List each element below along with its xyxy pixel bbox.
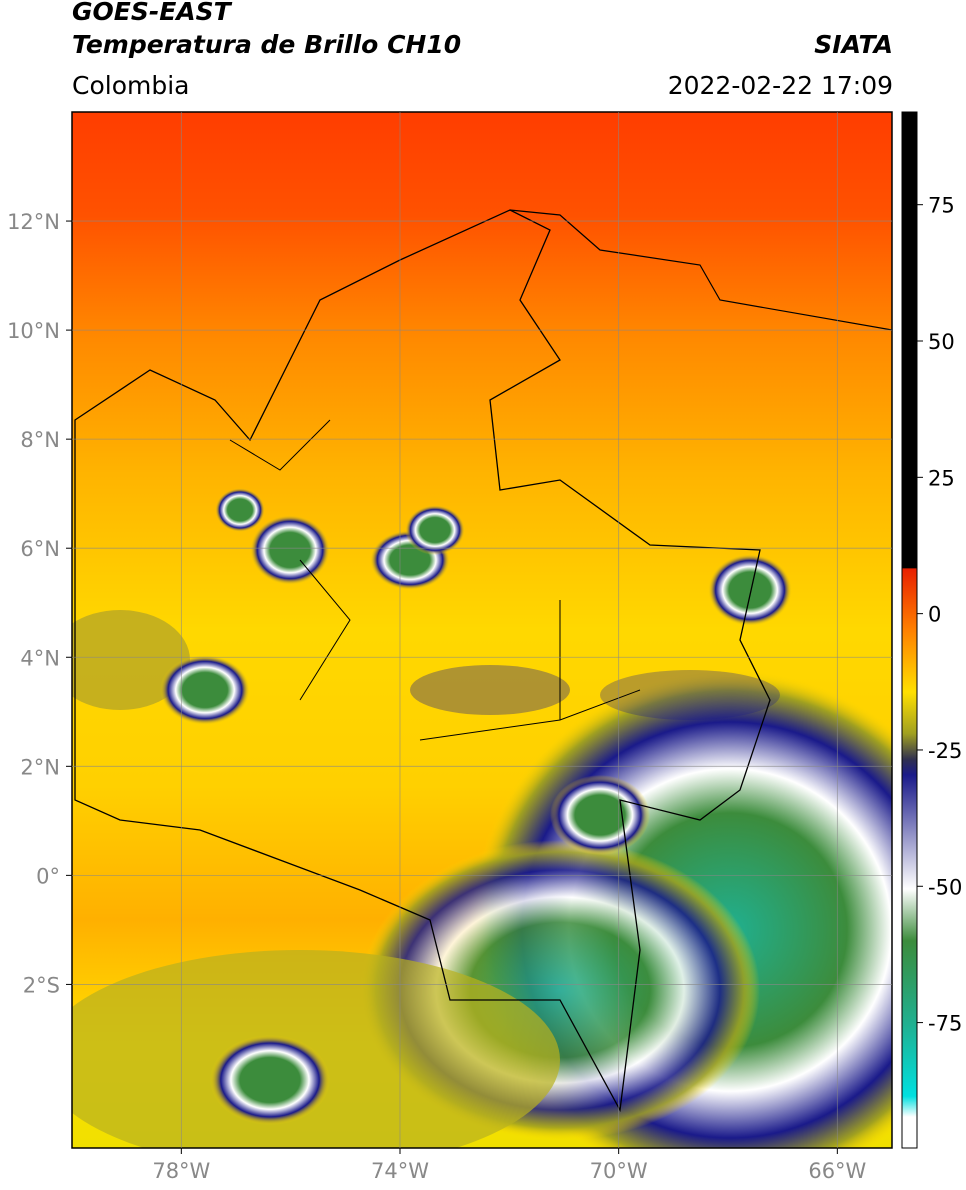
colorbar [901, 111, 918, 1149]
x-tick-label: 78°W [152, 1159, 210, 1183]
subtitle: Temperatura de Brillo CH10 [72, 30, 462, 59]
colorbar-tick-label: 75 [928, 194, 955, 218]
y-tick-label: 10°N [7, 319, 60, 343]
y-tick-label: 2°S [23, 973, 60, 997]
y-tick-label: 0° [36, 864, 60, 888]
y-tick-label: 4°N [20, 646, 60, 670]
colorbar-tick-label: -50 [928, 875, 962, 899]
satellite-imagery [72, 112, 892, 1148]
timestamp: 2022-02-22 17:09 [667, 71, 893, 100]
x-tick-label: 74°W [371, 1159, 429, 1183]
region: Colombia [72, 71, 190, 100]
y-tick-label: 12°N [7, 210, 60, 234]
colorbar-tick-label: -75 [928, 1012, 962, 1036]
map-frame [71, 111, 893, 1149]
title: GOES-EAST [72, 0, 231, 26]
y-tick-label: 8°N [20, 428, 60, 452]
y-tick-label: 6°N [20, 537, 60, 561]
x-tick-label: 70°W [590, 1159, 648, 1183]
source: SIATA [814, 30, 893, 59]
colorbar-tick-label: 0 [928, 603, 941, 627]
x-tick-label: 66°W [808, 1159, 866, 1183]
colorbar-tick-label: 50 [928, 330, 955, 354]
colorbar-tick-label: 25 [928, 466, 955, 490]
colorbar-tick-label: -25 [928, 739, 962, 763]
y-tick-label: 2°N [20, 755, 60, 779]
